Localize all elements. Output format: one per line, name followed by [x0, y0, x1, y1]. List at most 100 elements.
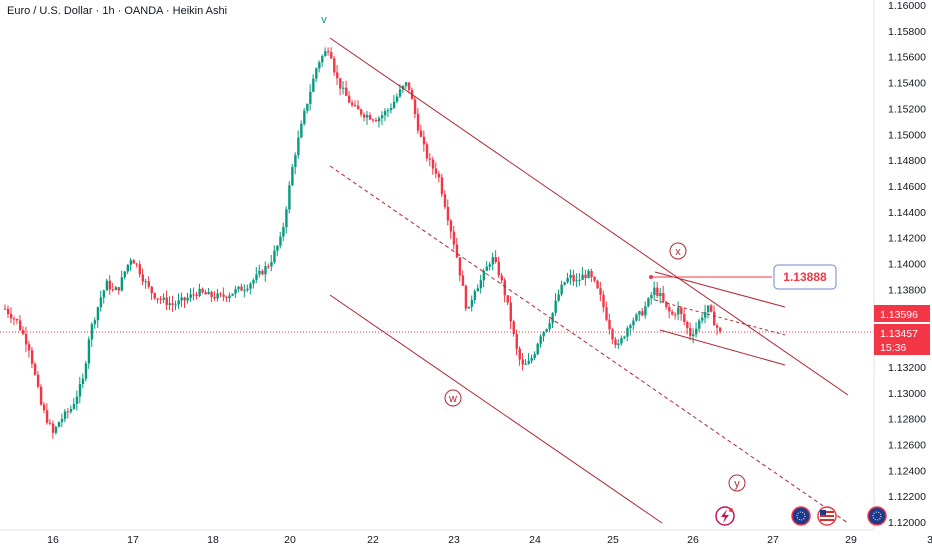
candle-body [617, 343, 620, 345]
drawings-layer[interactable] [329, 37, 849, 524]
candle-body [108, 280, 112, 290]
wave-label-x-group[interactable]: x [669, 242, 687, 260]
wave-label-w-group[interactable]: w [444, 389, 462, 407]
candle-body [177, 300, 180, 305]
candle-body [87, 339, 91, 364]
candle-body [698, 320, 701, 329]
price-callout[interactable]: 1.13888 [773, 264, 837, 290]
candle-body [150, 286, 153, 294]
globe-event-icon[interactable] [867, 506, 887, 526]
candle-body [234, 289, 237, 294]
candle-body [330, 52, 333, 59]
candle-body [401, 85, 405, 90]
candle-body [641, 311, 644, 316]
candle-body [309, 91, 312, 104]
candle-body [623, 336, 626, 339]
candle-body [189, 294, 192, 298]
candle-body [560, 284, 563, 295]
time-axis[interactable]: 16 17 18 20 22 23 24 25 26 27 29 30 [0, 529, 932, 546]
wave-label-w: w [448, 393, 457, 405]
candle-body [282, 227, 285, 237]
candle-body [395, 96, 399, 102]
price-tick-label: 1.14200 [888, 233, 926, 245]
candle-body [428, 158, 432, 160]
price-tick-label: 1.16000 [888, 0, 926, 12]
candle-body [509, 302, 512, 322]
time-tick-label: 23 [448, 534, 460, 546]
price-axis[interactable]: 1.16000 1.15800 1.15600 1.15400 1.15200 1.150… [873, 0, 926, 530]
candle-body [51, 423, 55, 433]
candle-body [587, 270, 590, 279]
candle-body [210, 291, 213, 297]
candle-body [554, 300, 557, 313]
candle-body [398, 89, 402, 97]
wave-label-v[interactable]: v [321, 14, 327, 26]
candle-body [324, 51, 327, 57]
candle-body [48, 422, 52, 424]
chart-title: Euro / U.S. Dollar · 1h · OANDA · Heikin… [7, 5, 228, 17]
candle-body [222, 294, 225, 297]
candle-body [240, 286, 243, 291]
candle-body [491, 257, 495, 265]
candle-body [446, 207, 450, 221]
candle-body [572, 274, 575, 282]
candle-body [638, 311, 641, 315]
candle-body [126, 264, 130, 272]
candle-body [527, 360, 530, 364]
candle-body [464, 285, 468, 309]
candle-body [437, 173, 441, 178]
candle-body [503, 280, 506, 296]
candle-body [494, 257, 498, 262]
candle-body [297, 137, 300, 156]
event-icons[interactable] [715, 506, 887, 526]
candle-body [551, 312, 554, 324]
channel-lower-line[interactable] [329, 294, 663, 524]
time-tick-label: 22 [367, 534, 379, 546]
triangle-mid-line[interactable] [654, 299, 786, 336]
candle-body [255, 274, 258, 280]
candle-body [54, 426, 58, 433]
candle-body [291, 167, 294, 186]
candle-body [138, 264, 142, 275]
candle-body [557, 294, 560, 301]
candle-body [563, 282, 566, 285]
candle-body [30, 350, 34, 364]
candle-body [165, 297, 168, 305]
candle-body [455, 244, 459, 258]
candle-body [363, 114, 366, 118]
candle-body [443, 194, 447, 208]
triangle-upper-line[interactable] [654, 271, 786, 308]
candle-body [548, 323, 551, 330]
candle-body [656, 287, 659, 296]
price-tick-label: 1.15000 [888, 129, 926, 141]
lightning-event-icon[interactable] [715, 506, 735, 526]
candle-body [312, 78, 315, 92]
candle-body [24, 333, 28, 345]
wave-labels[interactable]: v x w y [321, 14, 746, 492]
candle-body [590, 270, 593, 277]
price-tick-label: 1.12800 [888, 414, 926, 426]
channel-upper-line[interactable] [329, 37, 849, 396]
candle-body [515, 334, 518, 349]
channel-mid-line[interactable] [329, 165, 849, 524]
candle-body [569, 274, 572, 278]
candle-body [219, 293, 222, 295]
last-price-tag: 1.13457 [880, 328, 918, 340]
candle-body [533, 354, 536, 359]
wave-label-x: x [675, 246, 681, 258]
level-ray-anchor[interactable] [649, 275, 653, 279]
candle-body [192, 294, 195, 296]
candle-body [243, 290, 246, 292]
candle-body [78, 384, 82, 397]
us-flag-event-icon[interactable] [817, 506, 837, 526]
triangle-lower-line[interactable] [659, 329, 786, 366]
candle-body [536, 343, 539, 355]
globe-event-icon[interactable] [791, 506, 811, 526]
candle-body [425, 144, 429, 159]
wave-label-y-group[interactable]: y [728, 474, 746, 492]
time-tick-label: 30 [927, 534, 932, 546]
time-tick-label: 27 [767, 534, 779, 546]
candle-body [692, 334, 695, 337]
candle-body [15, 319, 19, 321]
